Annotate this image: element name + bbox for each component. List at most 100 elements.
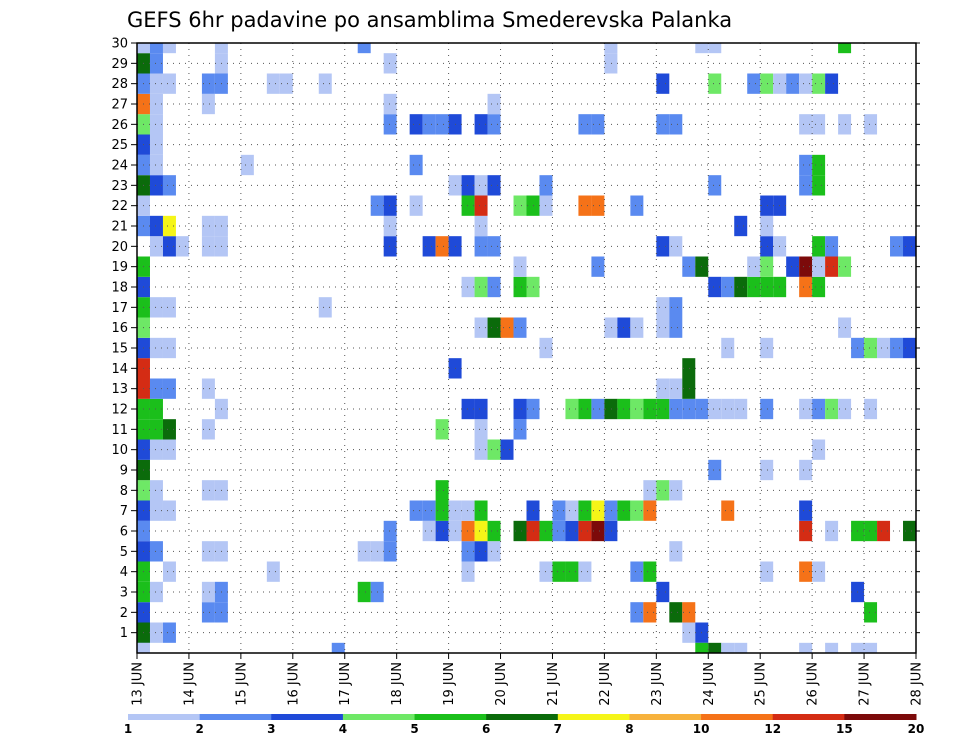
heatmap-cell	[513, 317, 527, 338]
heatmap-cell	[357, 541, 371, 562]
heatmap-cell	[565, 561, 579, 582]
legend-swatch	[844, 714, 917, 720]
x-tick-label: 24 JUN	[702, 662, 717, 706]
heatmap-cell	[578, 520, 592, 542]
heatmap-cell	[708, 73, 722, 94]
legend-swatch	[199, 714, 272, 720]
heatmap-cell	[279, 73, 293, 94]
heatmap-cell	[630, 317, 644, 338]
y-tick-label: 14	[111, 362, 128, 377]
heatmap-cell	[318, 297, 332, 318]
y-tick-label: 16	[111, 321, 128, 336]
heatmap-cell	[461, 276, 475, 298]
heatmap-cell	[643, 561, 657, 582]
heatmap-cell	[552, 500, 566, 521]
heatmap-cell	[812, 73, 826, 94]
heatmap-cell	[137, 43, 150, 54]
heatmap-cell	[474, 541, 488, 562]
heatmap-cell	[422, 520, 436, 542]
y-tick-label: 26	[111, 118, 128, 133]
heatmap-cell	[682, 378, 696, 399]
heatmap-cell	[851, 642, 865, 653]
heatmap-cell	[656, 317, 670, 338]
x-tick-label: 15 JUN	[234, 662, 249, 706]
heatmap-cell	[201, 236, 215, 257]
heatmap-cell	[799, 561, 813, 582]
heatmap-cell	[201, 541, 215, 562]
heatmap-cell	[461, 561, 475, 582]
heatmap-cell	[526, 276, 540, 298]
heatmap-cell	[708, 175, 722, 196]
heatmap-cell	[162, 297, 176, 318]
heatmap-cell	[864, 602, 878, 623]
heatmap-cell	[162, 337, 176, 359]
heatmap-cell	[591, 114, 605, 135]
heatmap-cell	[799, 459, 813, 481]
heatmap-cell	[656, 236, 670, 257]
heatmap-cell	[682, 602, 696, 623]
heatmap-cell	[760, 337, 774, 359]
heatmap-cell	[409, 114, 423, 135]
y-tick-label: 10	[111, 443, 128, 458]
heatmap-cell	[162, 439, 176, 460]
heatmap-cell	[149, 439, 163, 460]
heatmap-cell	[357, 43, 371, 54]
heatmap-cell	[734, 276, 748, 298]
heatmap-cell	[812, 236, 826, 257]
heatmap-cell	[786, 73, 800, 94]
heatmap-cell	[708, 43, 722, 54]
heatmap-cell	[864, 398, 878, 420]
heatmap-cell	[747, 73, 761, 94]
heatmap-cell	[422, 236, 436, 257]
heatmap-cell	[565, 398, 579, 420]
heatmap-cell	[175, 236, 189, 257]
heatmap-cell	[149, 398, 163, 420]
heatmap-cell	[526, 195, 540, 216]
heatmap-cell	[812, 114, 826, 135]
heatmap-cell	[552, 520, 566, 542]
heatmap-cell	[487, 439, 501, 460]
heatmap-cell	[137, 642, 150, 653]
heatmap-cell	[890, 236, 904, 257]
y-tick-label: 17	[111, 301, 128, 316]
y-tick-label: 12	[111, 403, 128, 418]
heatmap-cell	[721, 276, 735, 298]
y-tick-label: 8	[120, 484, 128, 499]
x-tick-label: 14 JUN	[182, 662, 197, 706]
legend-label: 1	[124, 722, 132, 736]
heatmap-cell	[500, 317, 514, 338]
x-tick-label: 19 JUN	[442, 662, 457, 706]
heatmap-cell	[799, 175, 813, 196]
heatmap-cell	[734, 398, 748, 420]
y-tick-label: 28	[111, 77, 128, 92]
heatmap-cell	[578, 561, 592, 582]
heatmap-cell	[760, 276, 774, 298]
heatmap-cell	[474, 276, 488, 298]
legend-label: 8	[625, 722, 633, 736]
x-tick-label: 17 JUN	[338, 662, 353, 706]
heatmap-cell	[604, 520, 618, 542]
heatmap-cell	[487, 317, 501, 338]
heatmap-cell	[383, 215, 397, 237]
heatmap-cell	[461, 500, 475, 521]
heatmap-cell	[149, 93, 163, 115]
heatmap-cell	[630, 602, 644, 623]
heatmap-cell	[760, 215, 774, 237]
heatmap-cell	[487, 541, 501, 562]
heatmap-cell	[630, 500, 644, 521]
legend-swatch	[557, 714, 630, 720]
heatmap-cell	[682, 622, 696, 643]
legend-swatch	[128, 714, 201, 720]
heatmap-cell	[513, 419, 527, 440]
heatmap-cell	[162, 378, 176, 399]
legend-label: 3	[267, 722, 275, 736]
heatmap-cell	[734, 642, 748, 653]
heatmap-cell	[799, 398, 813, 420]
heatmap-cell	[422, 500, 436, 521]
heatmap-cell	[149, 337, 163, 359]
heatmap-cell	[435, 419, 449, 440]
y-tick-label: 25	[111, 138, 128, 153]
heatmap-cell	[162, 561, 176, 582]
heatmap-cell	[643, 602, 657, 623]
heatmap-cell	[747, 256, 761, 277]
